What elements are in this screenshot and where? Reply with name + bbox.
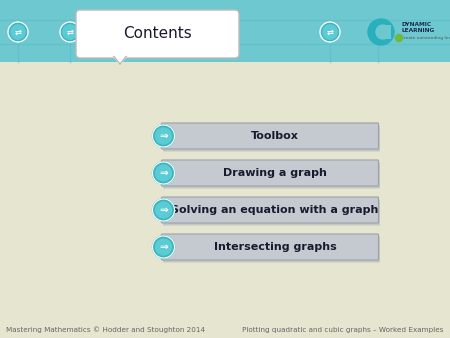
Circle shape <box>156 165 171 181</box>
FancyBboxPatch shape <box>162 234 378 260</box>
FancyBboxPatch shape <box>163 163 380 189</box>
Circle shape <box>8 22 28 42</box>
Circle shape <box>396 34 402 42</box>
Circle shape <box>198 25 212 39</box>
FancyBboxPatch shape <box>163 237 380 263</box>
Circle shape <box>156 128 171 144</box>
Text: ⇄: ⇄ <box>327 27 333 37</box>
FancyBboxPatch shape <box>162 123 378 149</box>
Circle shape <box>320 22 340 42</box>
FancyBboxPatch shape <box>76 10 239 58</box>
Circle shape <box>323 25 337 39</box>
FancyBboxPatch shape <box>381 25 391 39</box>
Circle shape <box>153 125 175 147</box>
Text: Toolbox: Toolbox <box>251 131 299 141</box>
Text: Intersecting graphs: Intersecting graphs <box>214 242 337 252</box>
Text: Contents: Contents <box>123 26 192 42</box>
Circle shape <box>156 202 171 218</box>
Text: ⇒: ⇒ <box>159 131 168 141</box>
FancyBboxPatch shape <box>162 197 378 223</box>
Circle shape <box>60 22 80 42</box>
Circle shape <box>156 239 171 255</box>
FancyBboxPatch shape <box>162 160 378 186</box>
FancyBboxPatch shape <box>163 125 380 151</box>
Circle shape <box>376 25 390 39</box>
Text: Plotting quadratic and cubic graphs – Worked Examples: Plotting quadratic and cubic graphs – Wo… <box>243 327 444 333</box>
Text: ♪: ♪ <box>202 27 208 37</box>
Text: LEARNING: LEARNING <box>401 28 434 33</box>
Circle shape <box>63 25 77 39</box>
Circle shape <box>153 199 175 221</box>
Text: Mastering Mathematics © Hodder and Stoughton 2014: Mastering Mathematics © Hodder and Stoug… <box>6 326 205 333</box>
Circle shape <box>11 25 25 39</box>
FancyBboxPatch shape <box>163 199 380 225</box>
Text: Drawing a graph: Drawing a graph <box>223 168 327 178</box>
Text: Create outstanding lessons: Create outstanding lessons <box>401 36 450 40</box>
Circle shape <box>153 162 175 184</box>
Text: ⇒: ⇒ <box>159 205 168 215</box>
Text: Solving an equation with a graph: Solving an equation with a graph <box>171 205 379 215</box>
FancyBboxPatch shape <box>0 0 450 62</box>
Circle shape <box>153 236 175 258</box>
Circle shape <box>368 19 394 45</box>
Text: ⇄: ⇄ <box>14 27 22 37</box>
Text: DYNAMIC: DYNAMIC <box>401 22 431 26</box>
Text: ⇄: ⇄ <box>67 27 73 37</box>
Text: ⇒: ⇒ <box>159 168 168 178</box>
Circle shape <box>195 22 215 42</box>
Polygon shape <box>112 54 128 64</box>
Text: ⇒: ⇒ <box>159 242 168 252</box>
